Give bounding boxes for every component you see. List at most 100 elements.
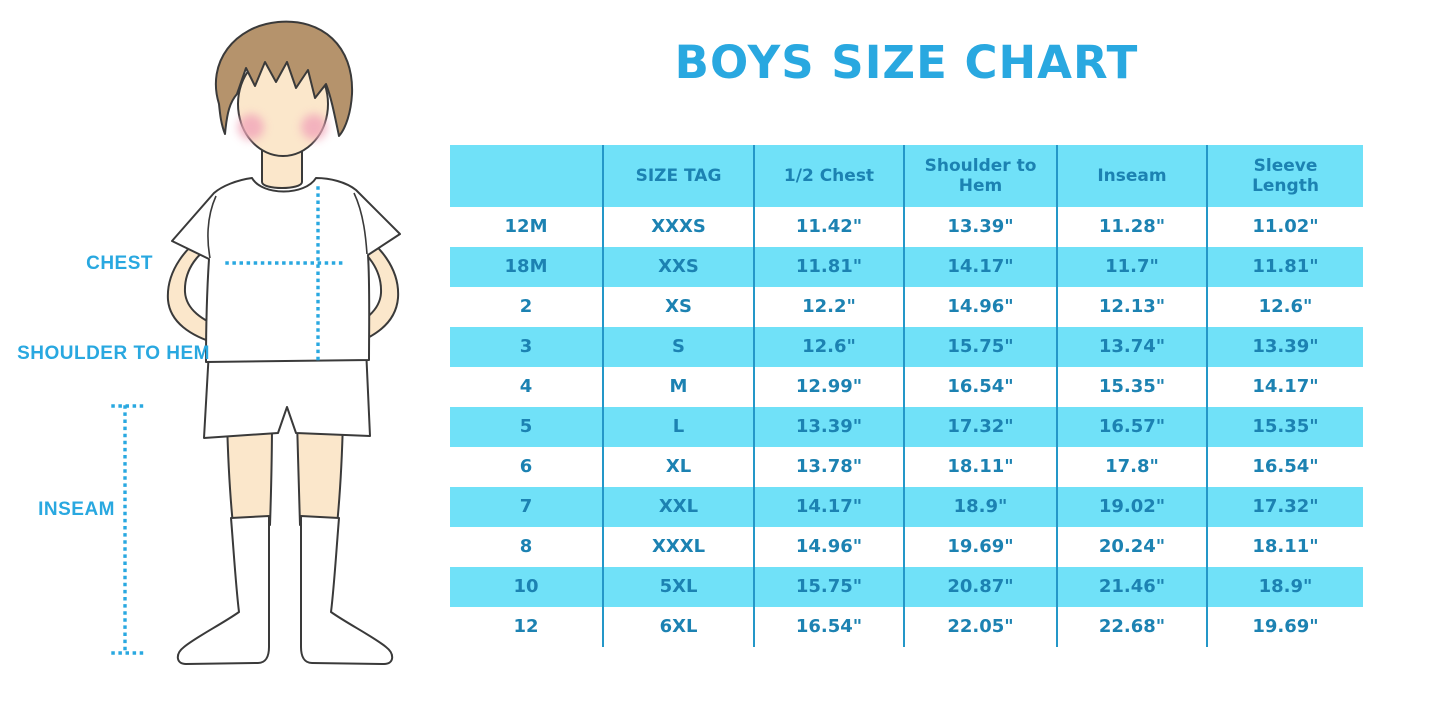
table-row: 2 XS 12.2" 14.96" 12.13" 12.6"	[450, 287, 1363, 327]
table-row: 18M XXS 11.81" 14.17" 11.7" 11.81"	[450, 247, 1363, 287]
table-row: 10 5XL 15.75" 20.87" 21.46" 18.9"	[450, 567, 1363, 607]
cell-shoulder-to-hem: 13.39"	[903, 207, 1056, 247]
inseam-label: INSEAM	[38, 499, 115, 520]
t-shirt	[171, 177, 401, 363]
cell-inseam: 22.68"	[1056, 607, 1206, 647]
cell-shoulder-to-hem: 15.75"	[903, 327, 1056, 367]
cell-shoulder-to-hem: 20.87"	[903, 567, 1056, 607]
cell-inseam: 15.35"	[1056, 367, 1206, 407]
cell-inseam: 13.74"	[1056, 327, 1206, 367]
cell-size-tag: M	[602, 367, 753, 407]
page-title: BOYS SIZE CHART	[674, 36, 1139, 89]
cell-sleeve-length: 15.35"	[1206, 407, 1363, 447]
cell-inseam: 19.02"	[1056, 487, 1206, 527]
left-sleeve-seam	[207, 195, 217, 259]
cell-sleeve-length: 13.39"	[1206, 327, 1363, 367]
cell-shoulder-to-hem: 19.69"	[903, 527, 1056, 567]
cell-half-chest: 13.39"	[753, 407, 903, 447]
cell-half-chest: 13.78"	[753, 447, 903, 487]
cell-shoulder-to-hem: 22.05"	[903, 607, 1056, 647]
cell-size-tag: XXS	[602, 247, 753, 287]
shoulder-to-hem-label: SHOULDER TO HEM	[17, 343, 210, 364]
cell-size: 5	[519, 416, 533, 437]
cell-shoulder-to-hem: 14.96"	[903, 287, 1056, 327]
cell-size-tag: S	[602, 327, 753, 367]
cell-half-chest: 12.99"	[753, 367, 903, 407]
cell-half-chest: 14.17"	[753, 487, 903, 527]
right-sock	[300, 515, 394, 665]
table-row: 4 M 12.99" 16.54" 15.35" 14.17"	[450, 367, 1363, 407]
table-row: 6 XL 13.78" 18.11" 17.8" 16.54"	[450, 447, 1363, 487]
table-row: 7 XXL 14.17" 18.9" 19.02" 17.32"	[450, 487, 1363, 527]
cell-size: 7	[519, 496, 533, 517]
column-header-size-tag: SIZE TAG	[602, 145, 753, 207]
cell-size: 18M	[504, 256, 548, 277]
table-row: 12 6XL 16.54" 22.05" 22.68" 19.69"	[450, 607, 1363, 647]
cell-sleeve-length: 12.6"	[1206, 287, 1363, 327]
cell-size-tag: XXXS	[602, 207, 753, 247]
cell-half-chest: 12.6"	[753, 327, 903, 367]
cell-size-tag: XS	[602, 287, 753, 327]
cell-size-tag: XXL	[602, 487, 753, 527]
left-cheek-blush	[238, 114, 264, 140]
cell-shoulder-to-hem: 18.11"	[903, 447, 1056, 487]
cell-half-chest: 16.54"	[753, 607, 903, 647]
cell-half-chest: 11.42"	[753, 207, 903, 247]
chest-label: CHEST	[86, 253, 153, 274]
cell-shoulder-to-hem: 17.32"	[903, 407, 1056, 447]
cell-size-tag: XXXL	[602, 527, 753, 567]
cell-inseam: 11.28"	[1056, 207, 1206, 247]
hair	[214, 20, 354, 137]
cell-sleeve-length: 11.81"	[1206, 247, 1363, 287]
column-header-size	[450, 145, 602, 207]
cell-size-tag: L	[602, 407, 753, 447]
cell-inseam: 20.24"	[1056, 527, 1206, 567]
cell-half-chest: 12.2"	[753, 287, 903, 327]
cell-size-tag: XL	[602, 447, 753, 487]
cell-inseam: 21.46"	[1056, 567, 1206, 607]
column-header-inseam: Inseam	[1056, 145, 1206, 207]
table-header-row: SIZE TAG 1/2 Chest Shoulder to Hem Insea…	[450, 145, 1363, 207]
cell-inseam: 11.7"	[1056, 247, 1206, 287]
cell-size-tag: 6XL	[602, 607, 753, 647]
column-header-sleeve-length: Sleeve Length	[1206, 145, 1363, 207]
cell-half-chest: 11.81"	[753, 247, 903, 287]
cell-inseam: 17.8"	[1056, 447, 1206, 487]
size-table-body: 12M XXXS 11.42" 13.39" 11.28" 11.02" 18M…	[450, 207, 1363, 647]
cell-size: 6	[519, 456, 533, 477]
cell-sleeve-length: 14.17"	[1206, 367, 1363, 407]
right-leg	[296, 419, 344, 526]
cell-shoulder-to-hem: 14.17"	[903, 247, 1056, 287]
cell-size: 12M	[504, 216, 548, 237]
cell-half-chest: 14.96"	[753, 527, 903, 567]
table-row: 8 XXXL 14.96" 19.69" 20.24" 18.11"	[450, 527, 1363, 567]
cell-half-chest: 15.75"	[753, 567, 903, 607]
cell-shoulder-to-hem: 16.54"	[903, 367, 1056, 407]
table-row: 5 L 13.39" 17.32" 16.57" 15.35"	[450, 407, 1363, 447]
cell-sleeve-length: 16.54"	[1206, 447, 1363, 487]
size-table: SIZE TAG 1/2 Chest Shoulder to Hem Insea…	[450, 145, 1363, 647]
table-row: 3 S 12.6" 15.75" 13.74" 13.39"	[450, 327, 1363, 367]
right-cheek-blush	[301, 114, 327, 140]
cell-sleeve-length: 18.11"	[1206, 527, 1363, 567]
boy-measurement-illustration: CHEST SHOULDER TO HEM INSEAM	[17, 20, 401, 665]
cell-sleeve-length: 11.02"	[1206, 207, 1363, 247]
cell-size: 3	[519, 336, 533, 357]
column-header-shoulder-to-hem: Shoulder to Hem	[903, 145, 1056, 207]
cell-sleeve-length: 19.69"	[1206, 607, 1363, 647]
cell-size: 8	[519, 536, 533, 557]
shorts	[203, 347, 371, 439]
table-row: 12M XXXS 11.42" 13.39" 11.28" 11.02"	[450, 207, 1363, 247]
cell-sleeve-length: 17.32"	[1206, 487, 1363, 527]
left-sock	[176, 515, 270, 665]
cell-size-tag: 5XL	[602, 567, 753, 607]
cell-inseam: 12.13"	[1056, 287, 1206, 327]
cell-sleeve-length: 18.9"	[1206, 567, 1363, 607]
cell-shoulder-to-hem: 18.9"	[903, 487, 1056, 527]
cell-size: 2	[519, 296, 533, 317]
cell-size: 4	[519, 376, 533, 397]
cell-inseam: 16.57"	[1056, 407, 1206, 447]
right-sleeve-seam	[353, 192, 368, 255]
column-header-half-chest: 1/2 Chest	[753, 145, 903, 207]
